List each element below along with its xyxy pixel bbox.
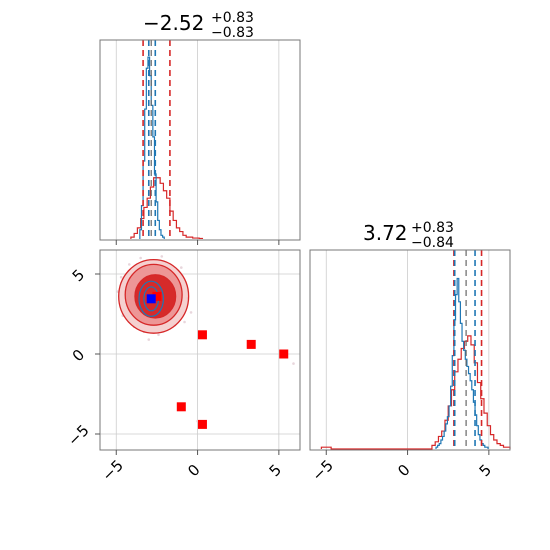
sample-dot [183,320,186,324]
red-histogram [130,177,204,240]
y-tick-label: −5 [64,421,92,449]
title-upper-error: +0.83 [211,10,254,26]
x-tick-labels: −5 0 5 [309,456,496,484]
blue-histogram [435,277,489,449]
grid-lines [115,40,280,240]
x-tick-label: −5 [99,456,127,484]
point-markers [146,291,289,429]
red-square-marker [279,349,289,359]
panel-frame [99,249,301,451]
x-tick-labels: −5 0 5 [99,456,286,484]
sample-dot [292,362,295,365]
tick-marks [95,273,280,455]
x-tick-label: 0 [394,461,413,480]
title-value: 3.72 [363,221,408,245]
red-square-marker [176,402,186,412]
x-tick-label: 5 [266,461,285,480]
sample-dot [119,275,123,279]
tick-marks [325,450,490,455]
panel-frame [309,249,511,451]
histogram-steps [320,277,511,450]
sample-dot [189,311,193,314]
x-tick-label: 5 [476,461,495,480]
histogram-param-2: −5 0 5 3.72 +0.83 −0.84 [309,217,511,485]
title-param-2: 3.72 +0.83 −0.84 [363,217,459,251]
title-upper-error: +0.83 [411,220,454,236]
red-square-marker [197,419,207,429]
title-value: −2.52 [143,11,204,35]
red-histogram [320,335,511,450]
quantile-lines [142,40,171,240]
histogram-steps [130,56,204,240]
quantile-lines [453,250,483,450]
red-square-marker [152,291,162,301]
tick-marks [115,240,280,245]
title-lower-error: −0.83 [211,25,254,41]
histogram-param-1: −2.52 +0.83 −0.83 [99,7,301,245]
y-tick-label: 0 [69,346,88,365]
y-tick-label: 5 [69,266,88,285]
title-lower-error: −0.84 [411,235,454,251]
red-square-marker [246,339,256,349]
sample-dot [160,255,164,258]
sample-dot [157,333,160,337]
blue-square-marker [146,294,156,304]
sample-dot [180,266,183,269]
blue-contour [138,280,165,317]
sample-dot [147,338,151,341]
sample-dot [127,263,131,266]
title-param-1: −2.52 +0.83 −0.83 [143,7,259,41]
scatter-2d-panel: −5 0 5 −5 0 5 [64,249,301,485]
sample-dot [139,256,142,260]
x-tick-label: 0 [184,461,203,480]
grid-lines [325,250,490,450]
panel-frame [99,39,301,241]
y-tick-labels: −5 0 5 [64,266,92,450]
x-tick-label: −5 [309,456,337,484]
red-square-marker [197,330,207,340]
